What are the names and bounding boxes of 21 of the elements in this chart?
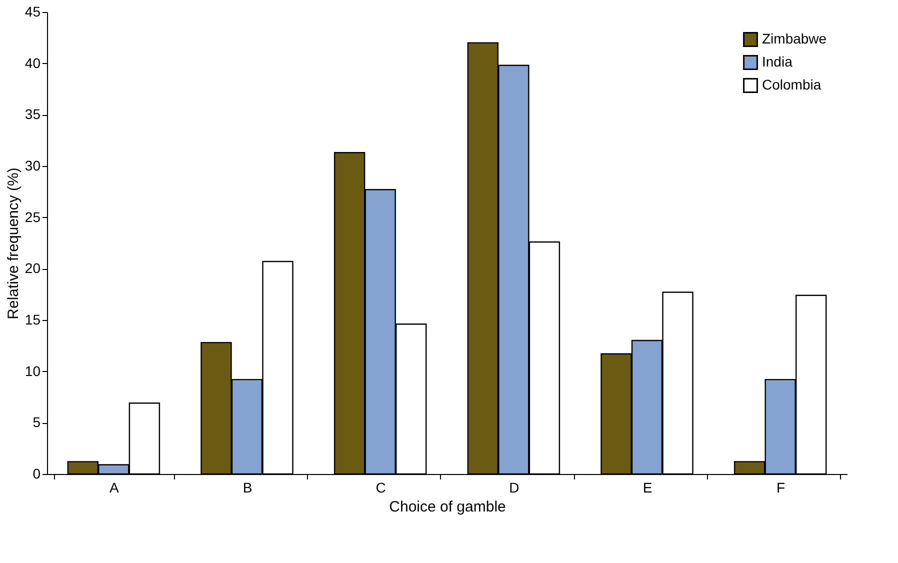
- x-tick-label: C: [376, 480, 386, 496]
- y-tick-label: 15: [24, 312, 41, 328]
- y-tick-label: 10: [24, 362, 41, 379]
- y-tick-label: 25: [24, 208, 41, 225]
- y-tick-label: 45: [24, 4, 41, 20]
- legend-label: Zimbabwe: [762, 30, 827, 46]
- x-tick-label: A: [109, 480, 120, 496]
- y-tick-label: 35: [24, 106, 41, 122]
- x-tick-label: E: [642, 480, 652, 496]
- y-tick-label: 40: [24, 54, 41, 71]
- x-tick-label: B: [242, 480, 252, 496]
- y-tick-label: 20: [24, 260, 41, 276]
- y-axis-title: Relative frequency (%): [4, 168, 22, 320]
- y-tick-label: 0: [32, 466, 41, 482]
- legend-label: India: [762, 54, 793, 70]
- x-tick-label: D: [509, 480, 520, 496]
- y-tick-label: 30: [24, 158, 41, 174]
- y-tick-label: 5: [32, 414, 41, 430]
- x-tick-label: F: [776, 480, 786, 496]
- x-axis-title: Choice of gamble: [389, 498, 506, 516]
- legend-label: Colombia: [762, 76, 822, 92]
